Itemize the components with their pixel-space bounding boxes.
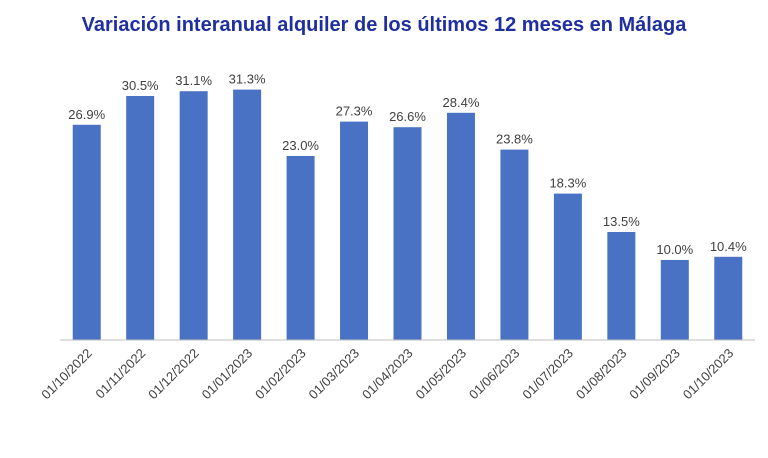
- data-label: 13.5%: [603, 214, 640, 229]
- data-label: 31.3%: [229, 72, 266, 87]
- bar-01-01-2023: [233, 89, 262, 340]
- bar-01-03-2023: [340, 121, 369, 340]
- bar-01-05-2023: [446, 112, 475, 340]
- bar-01-06-2023: [500, 149, 529, 340]
- chart-title: Variación interanual alquiler de los últ…: [81, 14, 687, 36]
- data-label: 28.4%: [443, 95, 480, 110]
- data-label: 31.1%: [175, 73, 212, 88]
- x-tick-label: 01/06/2023: [466, 346, 523, 403]
- data-label: 26.9%: [68, 107, 105, 122]
- x-tick-label: 01/03/2023: [306, 346, 363, 403]
- x-tick-label: 01/11/2022: [92, 346, 148, 402]
- bar-01-10-2023: [714, 256, 743, 340]
- x-tick-label: 01/10/2022: [38, 346, 95, 403]
- bar-01-11-2022: [126, 96, 155, 340]
- bar-01-12-2022: [179, 91, 208, 340]
- data-label: 30.5%: [122, 78, 159, 93]
- bar-01-09-2023: [660, 260, 689, 340]
- x-tick-label: 01/01/2023: [199, 346, 256, 403]
- data-label: 23.8%: [496, 132, 533, 147]
- x-tick-label: 01/02/2023: [252, 346, 309, 403]
- x-tick-label: 01/08/2023: [573, 346, 630, 403]
- x-tick-label: 01/05/2023: [412, 346, 469, 403]
- bar-01-02-2023: [286, 156, 315, 340]
- data-label: 23.0%: [282, 138, 319, 153]
- data-label: 10.4%: [710, 239, 747, 254]
- x-tick-label: 01/09/2023: [626, 346, 683, 403]
- bar-01-10-2022: [72, 124, 101, 340]
- x-tick-label: 01/07/2023: [519, 346, 576, 403]
- x-tick-label: 01/12/2022: [145, 346, 202, 403]
- bar-01-04-2023: [393, 127, 422, 340]
- x-tick-label: 01/04/2023: [359, 346, 416, 403]
- x-tick-label: 01/10/2023: [680, 346, 737, 403]
- bar-01-07-2023: [553, 193, 582, 340]
- data-label: 18.3%: [549, 176, 586, 191]
- data-label: 26.6%: [389, 109, 426, 124]
- data-label: 27.3%: [336, 104, 373, 119]
- data-label: 10.0%: [656, 242, 693, 257]
- bar-01-08-2023: [607, 232, 636, 340]
